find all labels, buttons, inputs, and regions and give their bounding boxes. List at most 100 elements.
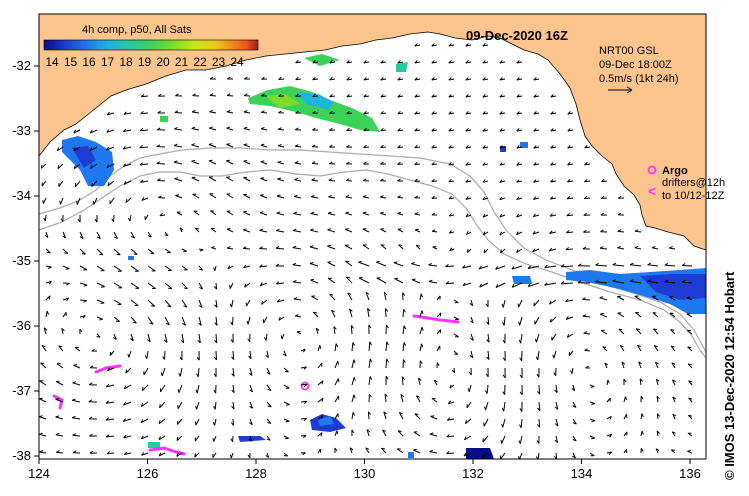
current-vector — [113, 282, 123, 289]
current-vector — [198, 282, 204, 290]
longitude-tick-label: 128 — [245, 466, 267, 481]
current-vector-head — [231, 389, 235, 394]
current-vector — [311, 295, 319, 301]
current-vector-head — [431, 43, 435, 47]
australian-coastline — [39, 14, 706, 251]
vector-scale: 0.5m/s (1kt 24h) — [599, 73, 678, 85]
current-vector — [429, 281, 438, 284]
current-vector-head — [571, 388, 575, 392]
current-vector-head — [292, 228, 297, 231]
current-vector — [565, 248, 574, 251]
current-vector-head — [416, 244, 420, 247]
current-vector-head — [248, 438, 252, 442]
current-vector-head — [79, 236, 84, 239]
current-vector-head — [533, 162, 537, 166]
current-vector — [567, 333, 574, 338]
current-vector-head — [537, 390, 540, 395]
current-vector — [397, 228, 404, 233]
current-vector — [164, 350, 166, 360]
current-vector-head — [248, 355, 252, 360]
current-vector-head — [656, 430, 660, 435]
current-vector — [215, 350, 217, 361]
current-vector-head — [243, 93, 248, 97]
current-vector-head — [495, 266, 499, 270]
current-vector — [45, 231, 49, 238]
current-vector — [58, 345, 64, 352]
current-vector-head — [502, 391, 506, 395]
current-vector-head — [609, 433, 613, 438]
current-vector-head — [123, 111, 127, 115]
current-vector-head — [158, 420, 161, 424]
longitude-tick-label: 124 — [28, 466, 50, 481]
current-vector — [123, 163, 132, 167]
current-vector-head — [380, 77, 384, 81]
current-vector — [670, 329, 676, 335]
current-vector-head — [141, 452, 145, 456]
current-vector — [503, 401, 506, 412]
current-vector — [345, 212, 353, 216]
current-vector-head — [349, 308, 353, 312]
current-vector — [209, 193, 217, 199]
current-vector — [636, 344, 642, 352]
current-vector-head — [591, 403, 595, 405]
current-vector — [232, 418, 234, 426]
current-vector-head — [346, 94, 350, 98]
current-vector-head — [123, 434, 127, 439]
current-vector-head — [327, 261, 332, 263]
current-vector-head — [282, 353, 287, 357]
current-vector-head — [544, 282, 548, 286]
current-vector — [147, 316, 154, 325]
current-vector — [398, 244, 404, 250]
current-vector-head — [416, 395, 420, 398]
current-vector-head — [79, 328, 83, 333]
current-vector-head — [196, 373, 199, 378]
current-vector — [640, 413, 643, 420]
current-vector — [533, 197, 540, 200]
current-vector-head — [565, 316, 569, 320]
current-vector-head — [312, 144, 316, 148]
current-vector-head — [670, 329, 675, 331]
current-vector — [436, 312, 442, 318]
current-vector — [537, 350, 540, 360]
current-vector — [384, 393, 387, 403]
current-vector — [478, 265, 489, 270]
current-vector — [227, 265, 234, 270]
current-vector-head — [532, 213, 536, 218]
current-vector — [275, 247, 285, 250]
current-vector-head — [349, 447, 354, 451]
current-vector — [277, 299, 285, 303]
current-vector-head — [141, 197, 145, 201]
current-vector-head — [327, 228, 332, 231]
current-vector — [368, 393, 370, 403]
current-vector-head — [275, 246, 280, 249]
current-vector — [468, 384, 472, 392]
current-vector — [139, 146, 149, 149]
current-vector — [295, 315, 302, 318]
current-vector-head — [92, 200, 95, 205]
current-vector-head — [64, 252, 68, 254]
current-vector-head — [584, 145, 588, 149]
current-vector — [653, 328, 659, 335]
current-vector — [347, 292, 353, 301]
current-vector-head — [554, 406, 559, 410]
current-vector — [212, 452, 217, 458]
current-vector — [139, 163, 149, 166]
current-vector-head — [73, 165, 76, 169]
current-vector-head — [577, 280, 582, 284]
current-vector — [178, 384, 183, 393]
current-vector-head — [681, 279, 686, 283]
current-vector — [630, 280, 642, 284]
current-vector — [682, 265, 693, 267]
current-vector — [161, 367, 166, 377]
current-vector-head — [414, 77, 418, 81]
current-vector-head — [681, 263, 686, 266]
current-vector-head — [191, 159, 196, 162]
current-vector-head — [485, 303, 489, 308]
current-vector — [368, 376, 371, 386]
current-vector — [259, 265, 268, 268]
current-vector — [39, 451, 47, 454]
current-vector — [266, 350, 269, 358]
current-vector-head — [465, 77, 469, 81]
current-vector-head — [516, 231, 519, 235]
current-vector-head — [415, 228, 419, 231]
